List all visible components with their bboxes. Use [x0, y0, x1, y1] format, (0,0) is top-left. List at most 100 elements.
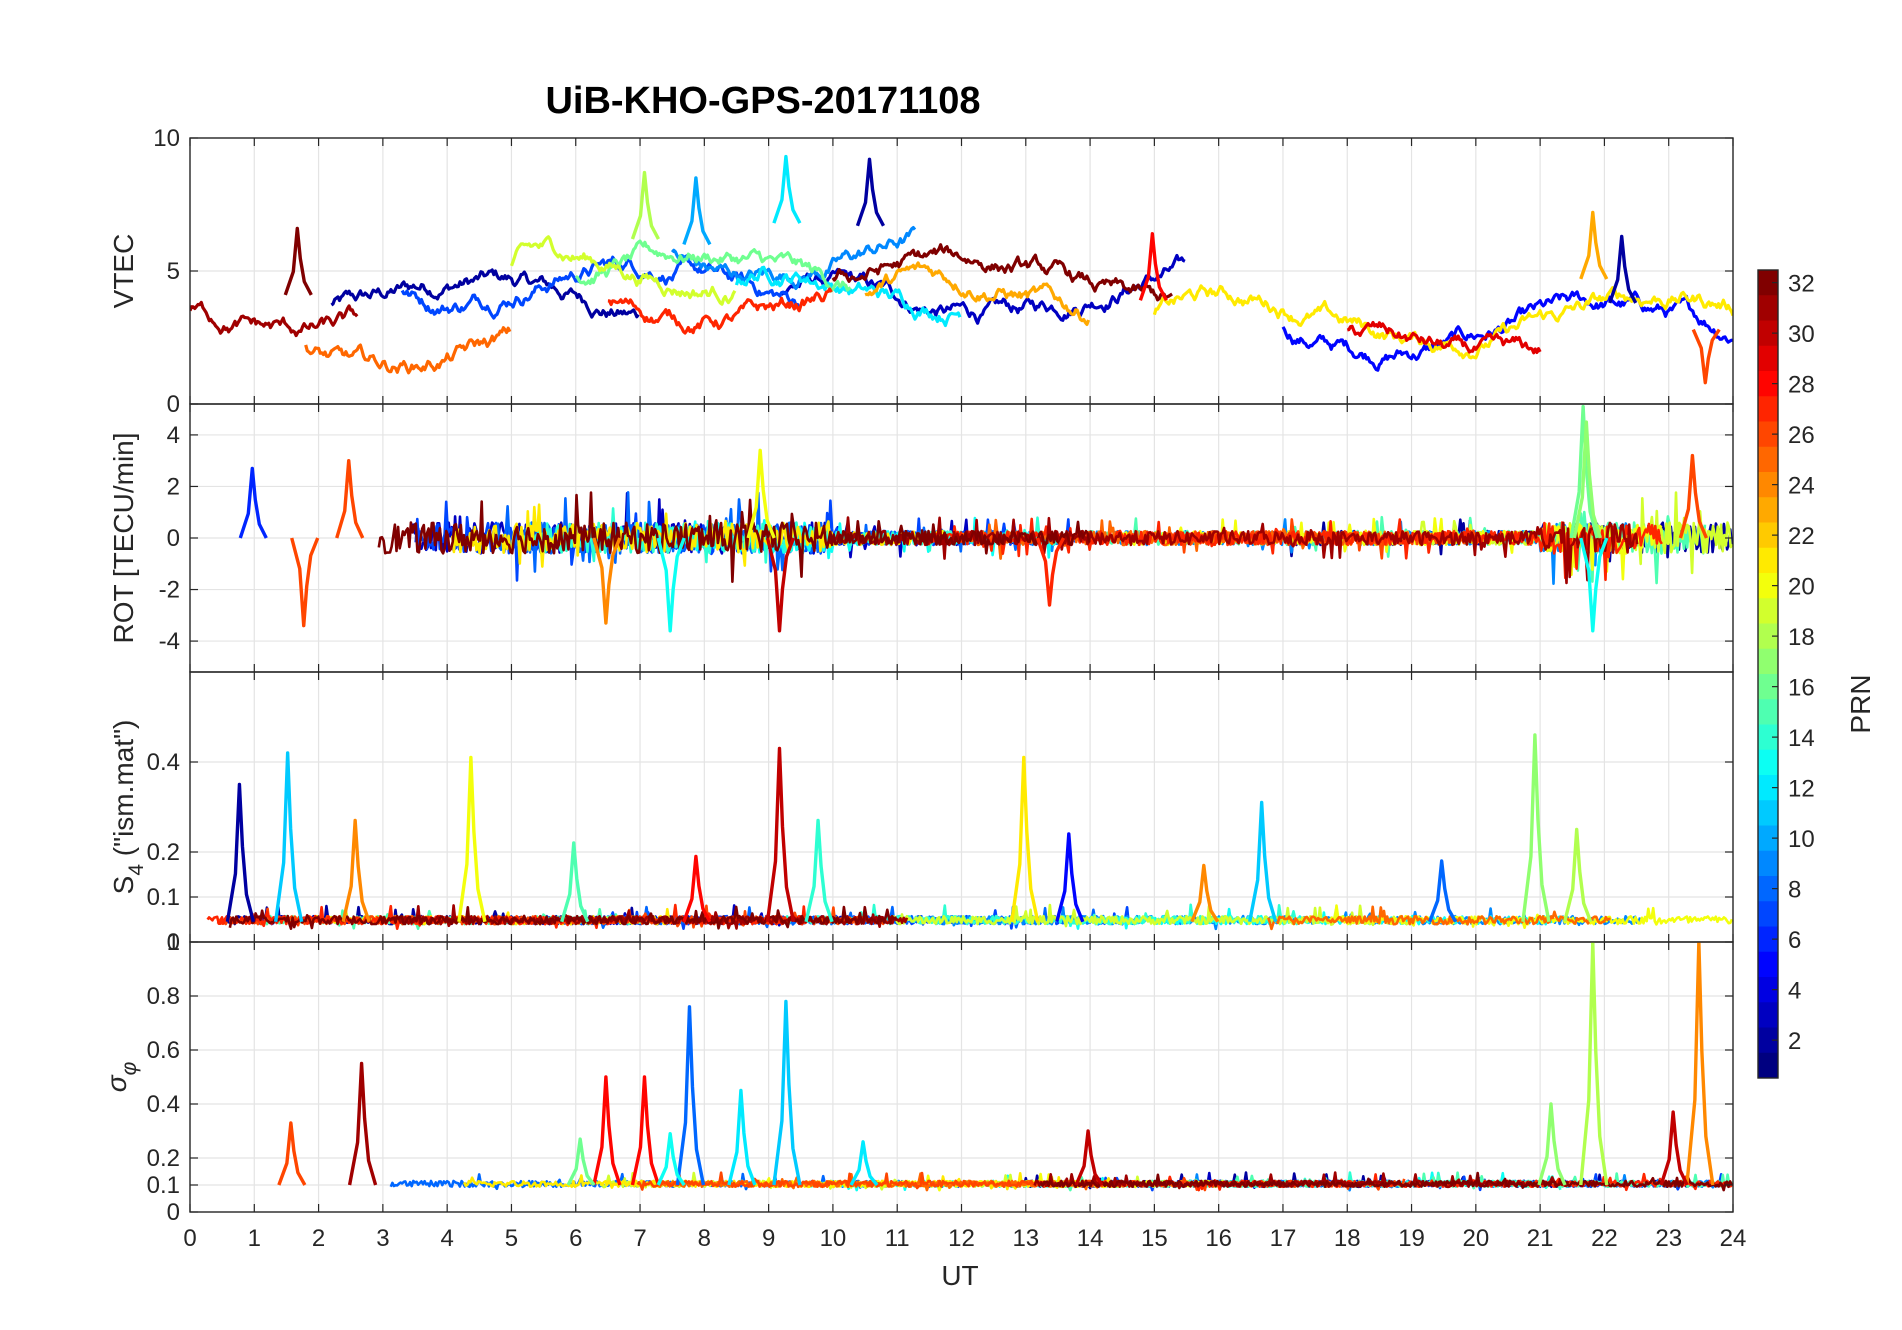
- colorbar-segment: [1758, 926, 1778, 953]
- trace-prn-31: [190, 300, 359, 338]
- y-tick-label: 0: [167, 1199, 180, 1226]
- series-vtec: [190, 154, 1733, 385]
- peak-prn-24: [1190, 863, 1220, 923]
- x-tick-label: 16: [1205, 1225, 1232, 1252]
- peak-prn-2: [1608, 234, 1638, 304]
- y-tick-label: 0.4: [147, 1091, 180, 1118]
- x-tick-label: 24: [1720, 1225, 1747, 1252]
- colorbar-tick-label: 28: [1788, 372, 1815, 399]
- x-tick-label: 5: [505, 1225, 518, 1252]
- peak-prn-30: [765, 537, 796, 633]
- y-axis-label-s4: S4 ("ism.mat"): [108, 720, 148, 895]
- colorbar-tick-label: 12: [1788, 776, 1815, 803]
- y-tick-label: 4: [167, 422, 180, 449]
- peak-prn-5: [1055, 832, 1085, 923]
- peak-prn-15: [560, 841, 590, 923]
- colorbar-tick-label: 24: [1788, 473, 1815, 500]
- colorbar-segment: [1758, 850, 1778, 877]
- y-tick-label: 5: [167, 258, 180, 285]
- grid-s4: [189, 672, 1734, 943]
- peak-prn-16: [566, 1137, 596, 1187]
- peak-prn-24: [341, 818, 371, 923]
- peak-prn-12: [849, 1140, 879, 1187]
- colorbar-segment: [1758, 977, 1778, 1003]
- y-tick-label: 0: [167, 929, 180, 956]
- x-tick-label: 23: [1655, 1225, 1682, 1252]
- colorbar-segment: [1758, 825, 1778, 852]
- colorbar-tick-label: 26: [1788, 422, 1815, 449]
- colorbar-tick-label: 2: [1788, 1028, 1801, 1055]
- x-tick-labels: 0 1 2 3 4 5 6 7 8 9 10 11 12 13 14 15 16 17 18 19 20 21 22 23 24: [183, 1225, 1746, 1252]
- x-tick-label: 18: [1334, 1225, 1361, 1252]
- peak-prn-10: [682, 176, 712, 246]
- colorbar-tick-label: 16: [1788, 675, 1815, 702]
- y-tick-label: 10: [153, 125, 180, 152]
- peak-prn-26: [277, 1121, 307, 1186]
- colorbar-tick-label: 4: [1788, 978, 1801, 1005]
- y-axis-label-rot: ROT [TECU/min]: [108, 432, 139, 643]
- peak-prn-24: [1685, 942, 1715, 1186]
- colorbar-segment: [1758, 674, 1778, 700]
- peak-prn-2: [225, 782, 256, 923]
- colorbar-tick-label: 18: [1788, 624, 1815, 651]
- trace-prn-5: [1281, 290, 1733, 372]
- y-axis-label-main: S: [108, 876, 139, 895]
- y-tick-label: 2: [167, 473, 180, 500]
- trace-prn-21: [1152, 284, 1733, 360]
- peak-prn-20: [746, 448, 776, 539]
- x-tick-label: 7: [633, 1225, 646, 1252]
- colorbar-segment: [1758, 371, 1778, 397]
- colorbar-label: PRN: [1845, 674, 1876, 733]
- trace-prn-7: [400, 254, 801, 320]
- colorbar-segment: [1758, 547, 1778, 574]
- x-tick-label: 17: [1270, 1225, 1297, 1252]
- x-tick-label: 20: [1462, 1225, 1489, 1252]
- y-tick-label: 0.2: [147, 839, 180, 866]
- series-s4: [206, 733, 1733, 931]
- peak-prn-8: [675, 1005, 706, 1186]
- x-tick-label: 15: [1141, 1225, 1168, 1252]
- peak-prn-27: [1035, 537, 1066, 607]
- colorbar-segment: [1758, 724, 1778, 751]
- peak-prn-18: [1579, 942, 1609, 1186]
- x-tick-label: 6: [569, 1225, 582, 1252]
- trace-prn-9: [670, 226, 917, 290]
- colorbar-tick-label: 10: [1788, 826, 1815, 853]
- y-tick-label: 0: [167, 391, 180, 418]
- x-tick-label: 19: [1398, 1225, 1425, 1252]
- peak-prn-11: [1248, 800, 1278, 923]
- colorbar-tick-label: 30: [1788, 321, 1815, 348]
- peak-prn-28: [630, 1075, 661, 1186]
- x-tick-label: 9: [762, 1225, 775, 1252]
- peak-prn-24: [592, 537, 622, 625]
- y-axis-label-sub: 4: [125, 864, 148, 876]
- chart-title: UiB-KHO-GPS-20171108: [545, 80, 980, 122]
- panel-vtec: 0 5 10 VTEC: [108, 125, 1734, 418]
- x-tick-label: 0: [183, 1225, 196, 1252]
- peak-prn-31: [347, 1061, 378, 1186]
- trace-prn-3: [780, 253, 1186, 325]
- y-axis-label-rest: ("ism.mat"): [108, 720, 139, 864]
- peak-prn-17: [1537, 1102, 1567, 1186]
- peak-prn-32: [283, 226, 313, 296]
- colorbar-segment: [1758, 396, 1778, 422]
- y-tick-label: 0.2: [147, 1145, 180, 1172]
- peak-prn-11: [273, 751, 304, 923]
- colorbar-segment: [1758, 472, 1778, 498]
- y-tick-label: 0.1: [147, 884, 180, 911]
- colorbar-segment: [1758, 876, 1778, 902]
- x-axis-label: UT: [941, 1260, 978, 1291]
- colorbar-segment: [1758, 901, 1778, 927]
- colorbar-segment: [1758, 648, 1778, 675]
- peak-prn-28: [592, 1075, 622, 1186]
- trace-prn-27: [607, 287, 833, 335]
- trace-prn-2: [330, 268, 640, 319]
- peak-prn-2: [855, 157, 885, 227]
- peak-prn-28: [1138, 232, 1168, 302]
- x-tick-label: 3: [376, 1225, 389, 1252]
- series-sigma_phi: [277, 942, 1733, 1192]
- peak-prn-13: [1579, 537, 1609, 633]
- colorbar-segment: [1758, 295, 1778, 321]
- peak-prn-17: [1521, 733, 1551, 923]
